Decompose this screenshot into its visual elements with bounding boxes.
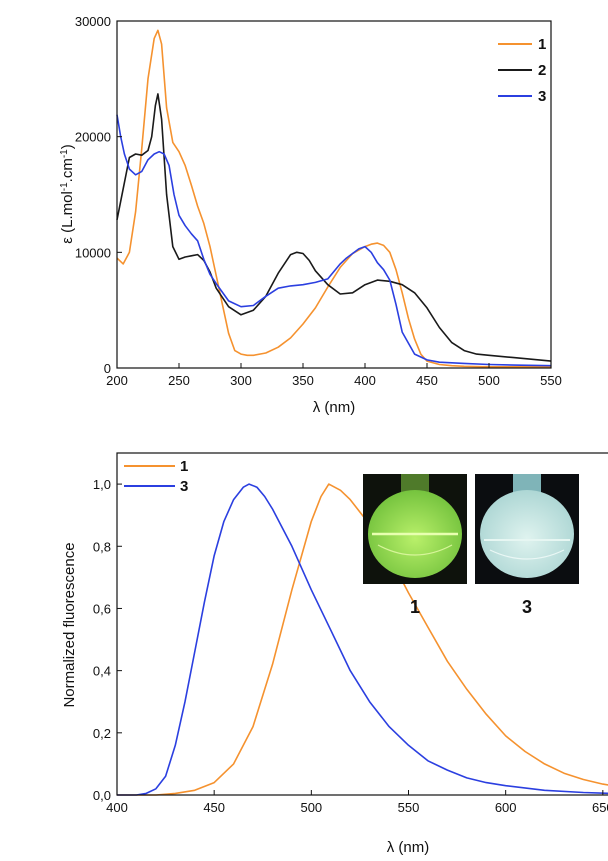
y-title-end: ) [59, 144, 76, 149]
y-tick-label: 1,0 [93, 477, 111, 492]
flask-3-bulb [480, 490, 574, 578]
legend-label-f1: 1 [180, 458, 188, 475]
absorption-legend: 1 2 3 [498, 36, 546, 105]
legend-label-2: 2 [538, 62, 546, 79]
y-title-main: ε (L.mol [59, 191, 76, 244]
absorption-x-ticks: 200 250 300 350 400 450 500 550 [106, 363, 562, 388]
series-line-3 [116, 114, 552, 367]
x-tick-label: 500 [300, 800, 322, 815]
y-tick-label: 0,2 [93, 726, 111, 741]
inset-photo-3 [475, 474, 579, 584]
y-tick-label: 0,4 [93, 664, 111, 679]
absorption-series-group [116, 29, 552, 368]
x-tick-label: 600 [495, 800, 517, 815]
x-tick-label: 250 [168, 373, 190, 388]
absorption-chart: 200 250 300 350 400 450 500 550 0 10000 20000 3000… [59, 14, 562, 416]
y-title-mid: .cm [59, 158, 76, 182]
series-line-3 [117, 483, 608, 796]
x-tick-label: 350 [292, 373, 314, 388]
absorption-y-axis-title: ε (L.mol-1.cm-1) [59, 144, 77, 244]
y-tick-label: 30000 [75, 14, 111, 29]
flask-1-reflection [377, 544, 453, 556]
x-tick-label: 400 [106, 800, 128, 815]
y-title-sup2: -1 [59, 149, 70, 158]
absorption-y-ticks: 0 10000 20000 30000 [75, 14, 122, 376]
fluorescence-x-axis-title: λ (nm) [387, 839, 430, 856]
x-tick-label: 500 [478, 373, 500, 388]
y-tick-label: 20000 [75, 130, 111, 145]
x-tick-label: 300 [230, 373, 252, 388]
fluorescence-y-axis-title: Normalized fluorescence [61, 542, 78, 707]
photo-label-1: 1 [410, 597, 420, 617]
y-tick-label: 10000 [75, 245, 111, 260]
y-tick-label: 0,6 [93, 601, 111, 616]
inset-photo-1 [363, 474, 467, 584]
legend-label-1: 1 [538, 36, 546, 53]
x-tick-label: 200 [106, 373, 128, 388]
series-line-1 [116, 29, 551, 368]
photo-label-3: 3 [522, 597, 532, 617]
absorption-plot-frame [116, 20, 552, 369]
y-tick-label: 0,8 [93, 539, 111, 554]
x-tick-label: 550 [540, 373, 562, 388]
series-line-2 [116, 93, 552, 362]
x-tick-label: 650 [592, 800, 608, 815]
y-tick-label: 0 [104, 361, 111, 376]
x-tick-label: 450 [416, 373, 438, 388]
x-tick-label: 550 [398, 800, 420, 815]
absorption-x-axis-title: λ (nm) [313, 399, 356, 416]
fluorescence-y-ticks: 0,0 0,2 0,4 0,6 0,8 1,0 [93, 477, 122, 803]
fluorescence-legend: 1 3 [124, 458, 188, 495]
flask-3-reflection [489, 549, 565, 560]
y-tick-label: 0,0 [93, 788, 111, 803]
legend-label-f3: 3 [180, 478, 188, 495]
x-tick-label: 450 [203, 800, 225, 815]
x-tick-label: 400 [354, 373, 376, 388]
fluorescence-chart: 400450500550600650700 0,00,20,40,60,81,0… [61, 452, 608, 856]
y-title-sup1: -1 [59, 182, 70, 191]
fluorescence-x-ticks: 400450500550600650700 [106, 790, 608, 815]
legend-label-3: 3 [538, 88, 546, 105]
